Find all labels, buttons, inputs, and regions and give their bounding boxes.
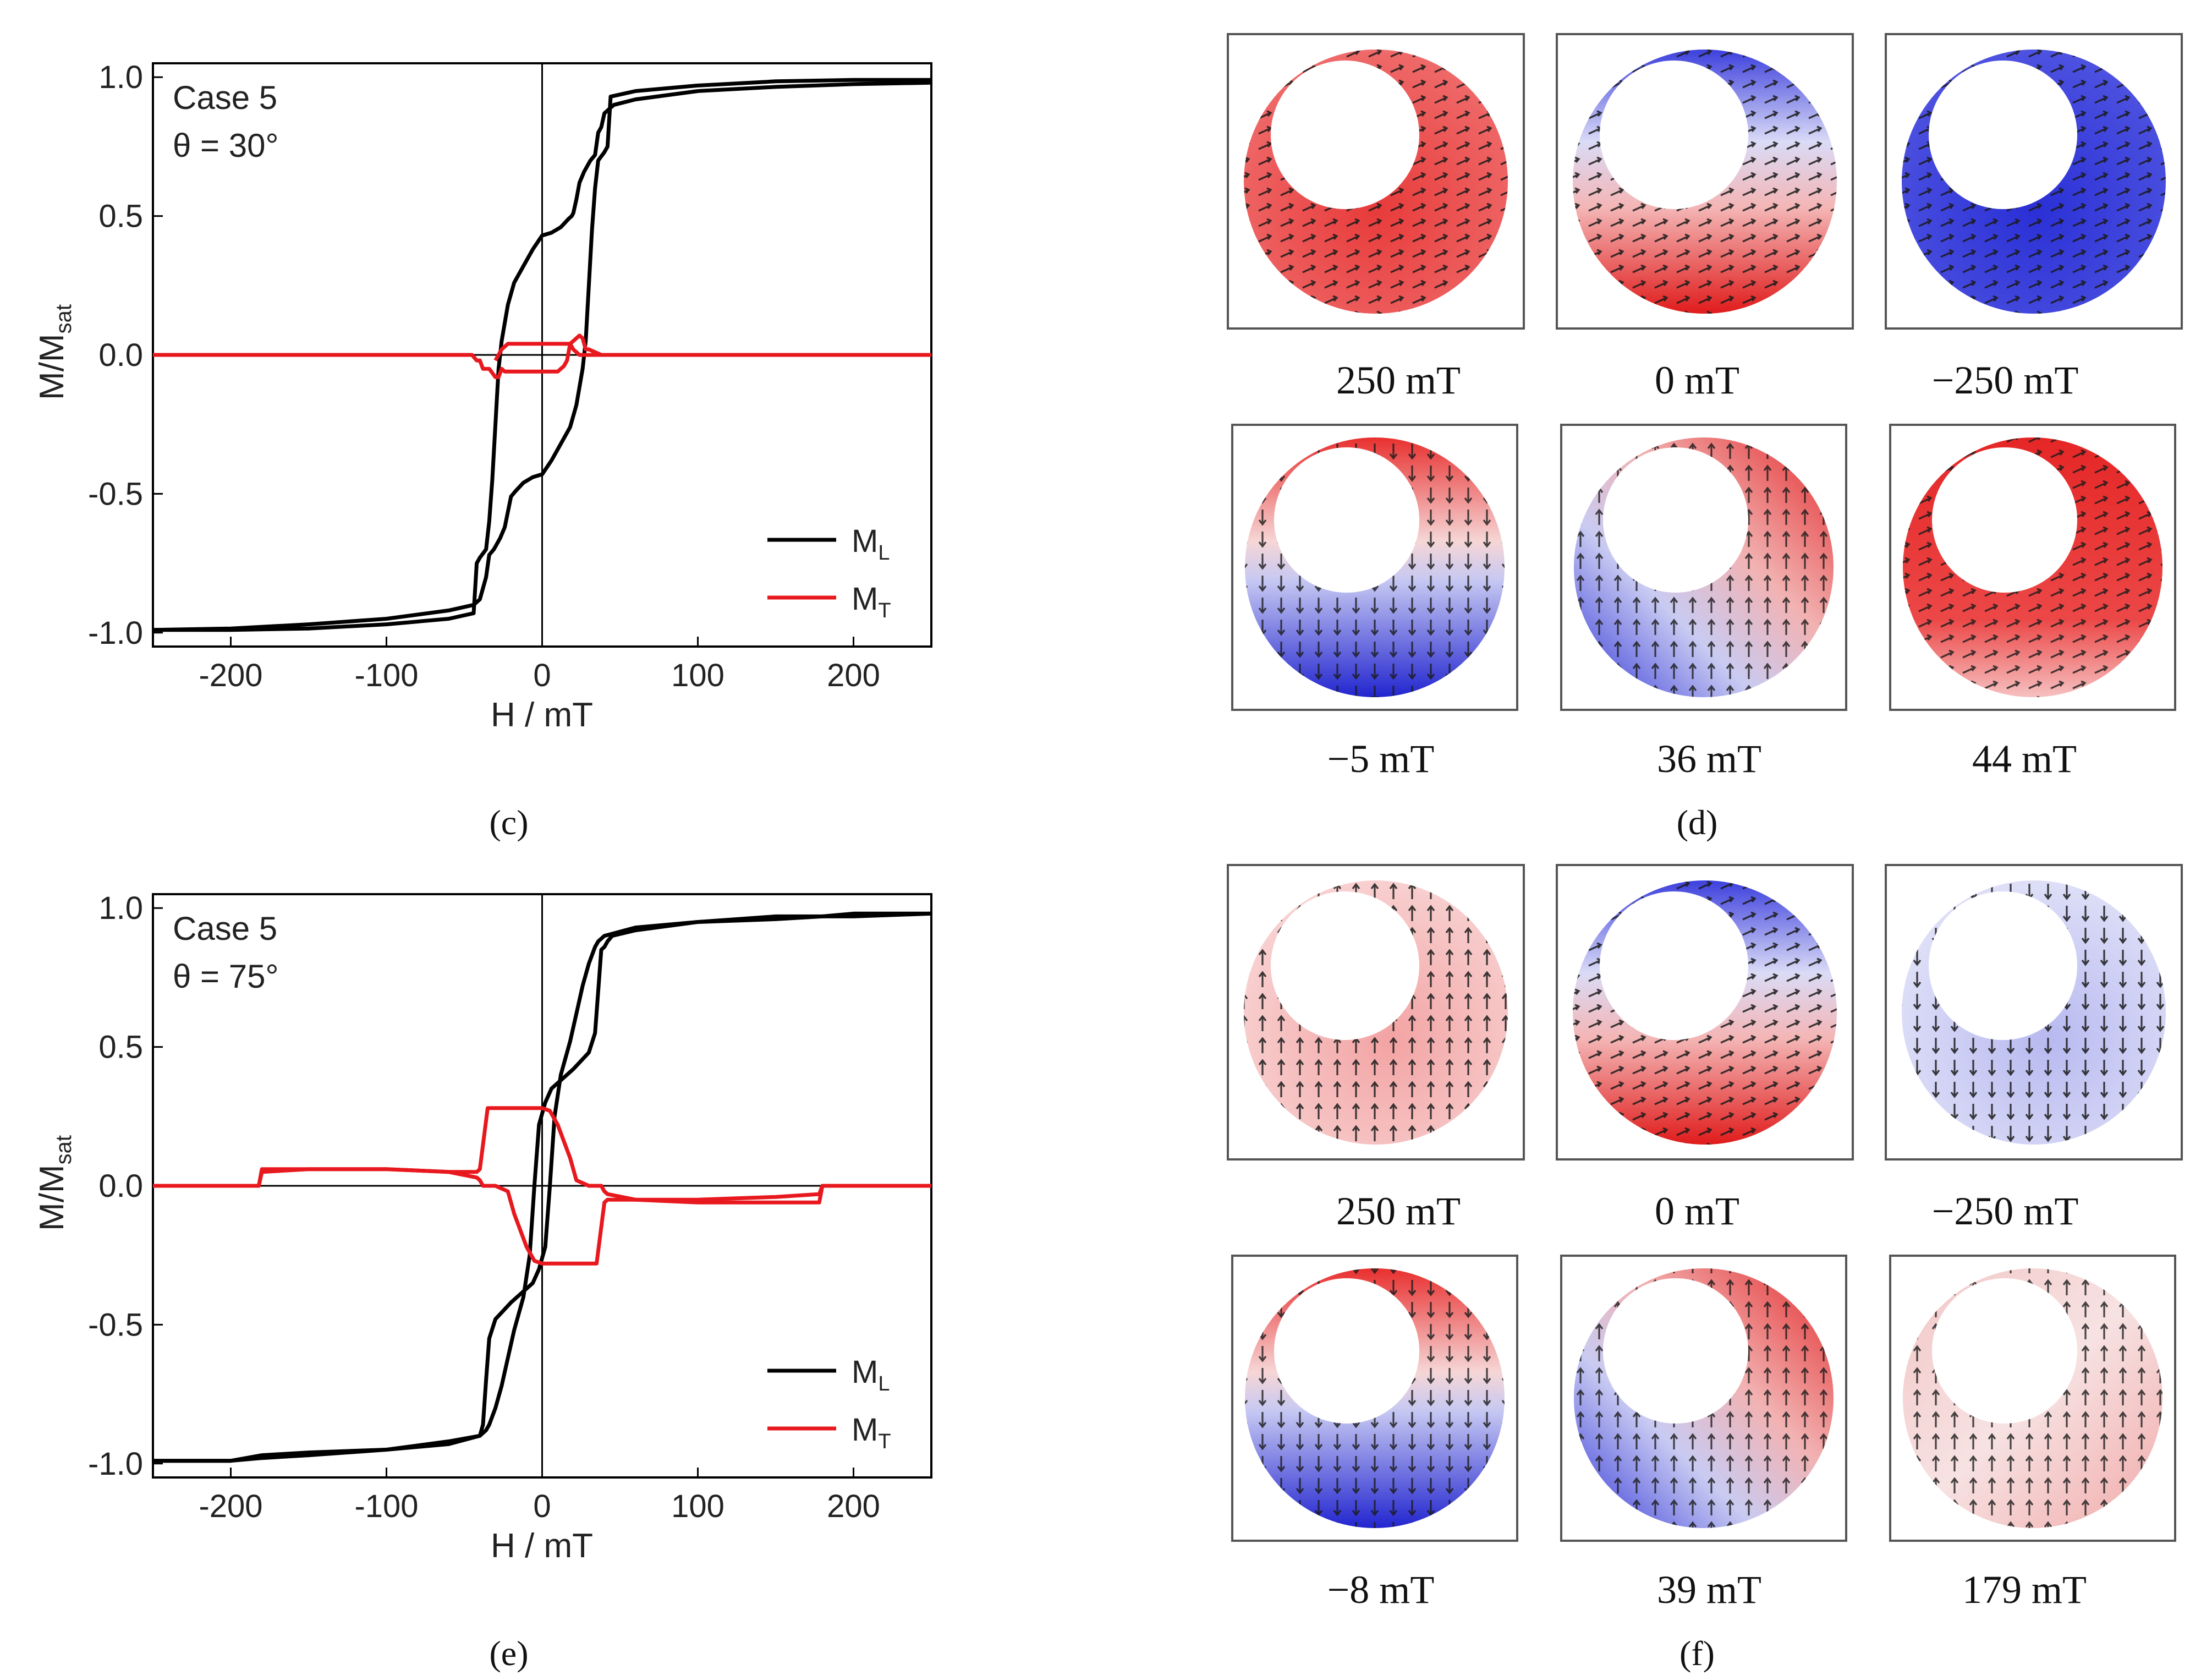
- panel-label-d: (d): [1677, 803, 1718, 842]
- snapshot-label: 250 mT: [1336, 1189, 1461, 1233]
- x-tick-label: 100: [671, 1488, 724, 1524]
- snapshot-label: 0 mT: [1655, 358, 1739, 402]
- snapshot-label: −250 mT: [1932, 358, 2079, 402]
- x-tick-label: -100: [354, 1488, 418, 1524]
- legend-ml-label-c: ML: [852, 523, 890, 565]
- snapshot-label: 0 mT: [1655, 1189, 1739, 1233]
- disk-hole: [1932, 1278, 2077, 1424]
- y-axis-label-sub-c: sat: [52, 304, 76, 333]
- snapshot-label: −5 mT: [1327, 737, 1435, 781]
- case-label-c: Case 5: [173, 79, 277, 116]
- y-tick-label: -1.0: [88, 1446, 143, 1482]
- y-axis-label-e: M/Msat: [33, 1135, 76, 1231]
- y-axis-label-c: M/Msat: [33, 304, 76, 400]
- disk-hole: [1929, 61, 2077, 209]
- disk-hole: [1603, 447, 1748, 593]
- x-tick-label: 200: [827, 1488, 880, 1524]
- snapshot-f-minus250: [1885, 864, 2183, 1161]
- snapshot-label: 44 mT: [1972, 737, 2077, 781]
- disk-hole: [1600, 61, 1748, 209]
- y-tick-label: 0.0: [98, 337, 143, 373]
- x-axis-label-e: H / mT: [491, 1527, 593, 1565]
- theta-label-e: θ = 75°: [173, 958, 278, 995]
- snapshot-d-36: [1560, 424, 1847, 711]
- snapshot-label: 179 mT: [1962, 1568, 2087, 1612]
- panel-label-f: (f): [1679, 1634, 1715, 1673]
- series-line-mt-3: [153, 1106, 931, 1205]
- snapshot-grid-f: 250 mT 0 mT −250 mT −8 mT 39: [1227, 864, 2183, 1612]
- x-axis-label-c: H / mT: [491, 696, 593, 734]
- x-tick-label: -200: [199, 658, 262, 693]
- legend-c: ML MT: [767, 523, 891, 622]
- disk-hole: [1274, 447, 1419, 593]
- x-tick-label: 0: [533, 658, 551, 693]
- y-axis-label-main-c: M/M: [33, 333, 71, 400]
- series-line-mt-3: [493, 342, 605, 362]
- snapshot-d-0: [1556, 33, 1854, 330]
- snapshot-f-minus8: [1231, 1255, 1518, 1542]
- panel-label-c: (c): [489, 803, 528, 842]
- x-tick-label: 100: [671, 658, 724, 693]
- snapshot-f-250: [1227, 864, 1525, 1161]
- disk-hole: [1932, 447, 2077, 593]
- y-tick-label: -1.0: [88, 615, 143, 651]
- y-tick-label: 1.0: [98, 890, 143, 926]
- snapshot-label: −250 mT: [1932, 1189, 2079, 1233]
- y-tick-label: 0.5: [98, 1030, 143, 1065]
- y-tick-label: 0.5: [98, 199, 143, 234]
- disk-hole: [1271, 891, 1419, 1040]
- svg-text:M/Msat: M/Msat: [33, 1135, 76, 1231]
- disk-hole: [1271, 61, 1419, 209]
- legend-e: ML MT: [767, 1354, 891, 1453]
- snapshot-label: 39 mT: [1657, 1568, 1761, 1612]
- legend-mt-label-e: MT: [852, 1412, 891, 1453]
- series-line-mt-2: [153, 333, 931, 379]
- y-tick-label: 0.0: [98, 1168, 143, 1204]
- x-tick-label: 200: [827, 658, 880, 693]
- x-tick-label: -200: [199, 1488, 262, 1524]
- disk-hole: [1600, 891, 1748, 1040]
- snapshot-d-250: [1227, 33, 1525, 330]
- snapshot-d-minus5: [1231, 424, 1518, 711]
- snapshot-grid-d: 250 mT 0 mT −250 mT −5 mT: [1227, 33, 2183, 781]
- snapshot-f-0: [1556, 864, 1854, 1161]
- y-axis-label-main-e: M/M: [33, 1164, 71, 1231]
- y-axis-label-sub-e: sat: [52, 1135, 76, 1164]
- series-line-ml-1: [153, 911, 931, 1463]
- legend-mt-label-c: MT: [852, 581, 891, 622]
- snapshot-d-44: [1889, 424, 2176, 711]
- panel-label-e: (e): [489, 1634, 528, 1673]
- y-tick-label: -0.5: [88, 476, 143, 512]
- snapshot-f-179: [1889, 1255, 2176, 1542]
- y-tick-label: 1.0: [98, 59, 143, 95]
- theta-label-c: θ = 30°: [173, 127, 278, 164]
- y-tick-label: -0.5: [88, 1307, 143, 1343]
- snapshot-label: 250 mT: [1336, 358, 1461, 402]
- legend-ml-label-e: ML: [852, 1354, 890, 1395]
- disk-hole: [1929, 891, 2077, 1040]
- x-tick-label: 0: [533, 1488, 551, 1524]
- disk-hole: [1603, 1278, 1748, 1424]
- snapshot-label: −8 mT: [1327, 1568, 1435, 1612]
- svg-text:M/Msat: M/Msat: [33, 304, 76, 400]
- snapshot-d-minus250: [1885, 33, 2183, 330]
- disk-hole: [1274, 1278, 1419, 1424]
- snapshot-label: 36 mT: [1657, 737, 1761, 781]
- series-line-ml-1: [152, 78, 931, 632]
- case-label-e: Case 5: [173, 910, 277, 947]
- snapshot-f-39: [1560, 1255, 1847, 1542]
- x-tick-label: -100: [354, 658, 418, 693]
